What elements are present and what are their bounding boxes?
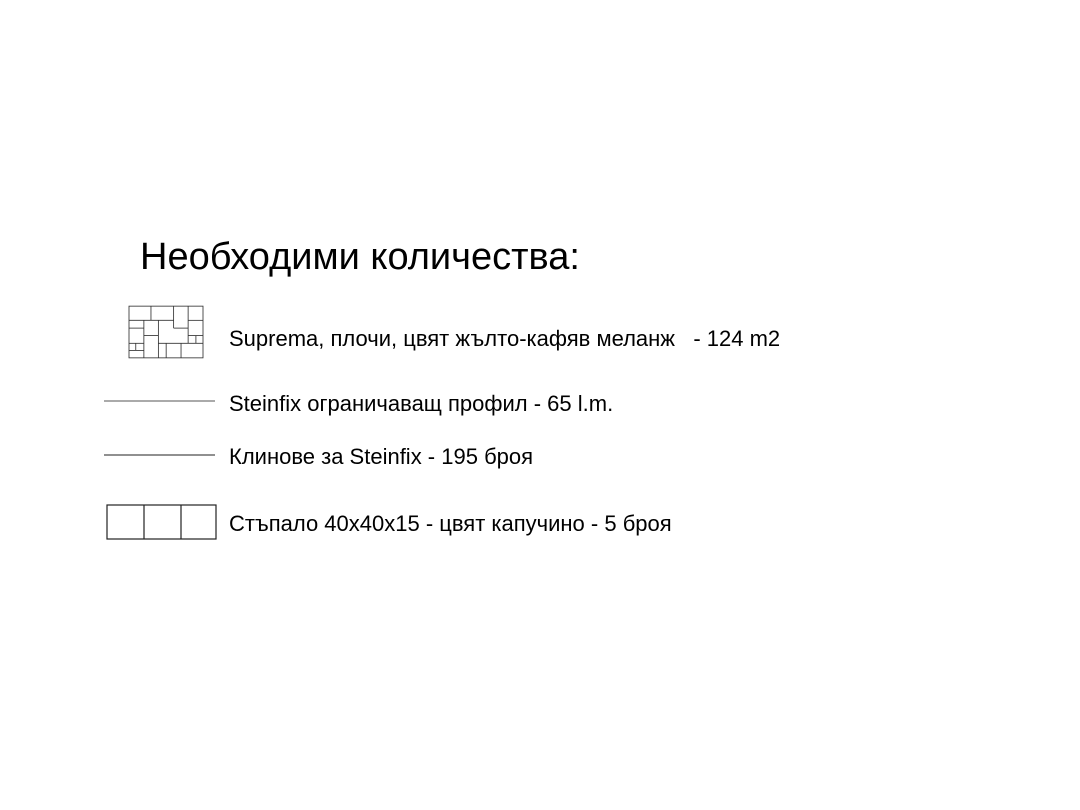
legend-item-steinfix-profile: Steinfix ограничаващ профил - 65 l.m. <box>229 391 614 416</box>
profile-line-icon <box>104 400 215 402</box>
step-blocks-icon <box>106 504 217 540</box>
legend-title: Необходими количества: <box>140 236 580 278</box>
wedge-line-icon <box>104 454 215 456</box>
legend-item-steinfix-wedges: Клинове за Steinfix - 195 броя <box>229 444 534 469</box>
paving-tile-pattern-icon <box>128 305 204 359</box>
legend-item-step: Стъпало 40x40x15 - цвят капучино - 5 бро… <box>229 511 672 536</box>
legend-item-suprema: Suprema, плочи, цвят жълто-кафяв меланж … <box>229 326 781 351</box>
